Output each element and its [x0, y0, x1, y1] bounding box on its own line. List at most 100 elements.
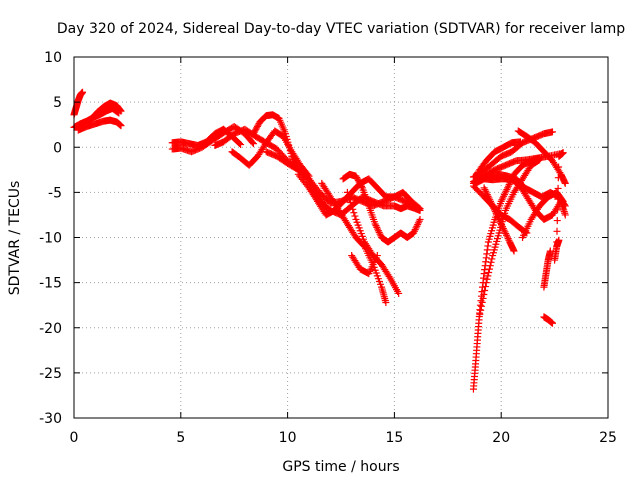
data-point	[495, 216, 503, 224]
data-point	[554, 195, 562, 203]
data-point	[412, 224, 420, 232]
data-point	[483, 275, 491, 283]
data-point	[415, 204, 423, 212]
series-arc-30	[553, 149, 567, 246]
data-point	[351, 212, 359, 220]
x-tick-label: 20	[492, 430, 510, 446]
data-point	[344, 192, 352, 200]
series-arc-26	[514, 127, 569, 187]
data-point	[414, 219, 422, 227]
data-point	[410, 227, 418, 235]
data-point	[414, 221, 422, 229]
data-point	[349, 205, 357, 213]
data-point	[482, 187, 490, 195]
series-arc-24	[472, 175, 569, 223]
data-point	[484, 272, 492, 280]
data-point	[548, 128, 556, 136]
x-tick-labels: 0 5 10 15 20 25	[70, 430, 617, 446]
data-point	[499, 224, 507, 232]
data-point	[253, 122, 261, 130]
data-point	[493, 211, 501, 219]
data-point	[483, 191, 491, 199]
y-tick-label: -5	[48, 185, 62, 201]
data-point	[510, 247, 518, 255]
data-point	[504, 184, 512, 192]
series-arc-29	[540, 313, 556, 327]
data-point	[346, 195, 354, 203]
data-point	[343, 188, 351, 196]
data-point	[372, 222, 380, 230]
data-point	[494, 213, 502, 221]
data-point	[79, 88, 87, 96]
series-arc-25	[480, 184, 518, 255]
data-point	[499, 223, 507, 231]
x-tick-label: 25	[599, 430, 617, 446]
data-point	[502, 230, 510, 238]
data-point	[482, 279, 490, 287]
data-point	[487, 197, 495, 205]
data-point	[555, 236, 563, 244]
series-arc-4	[87, 99, 125, 123]
data-point	[501, 189, 509, 197]
data-point	[548, 319, 556, 327]
data-point	[249, 140, 257, 148]
data-point	[347, 199, 355, 207]
data-point	[484, 192, 492, 200]
data-point	[553, 217, 561, 225]
data-point	[554, 206, 562, 214]
data-point	[415, 217, 423, 225]
y-tick-label: -10	[39, 231, 62, 247]
data-point	[374, 225, 382, 233]
y-tick-labels: -30 -25 -20 -15 -10 -5 0 5 10	[39, 50, 62, 427]
data-point	[410, 229, 418, 237]
data-point	[373, 223, 381, 231]
data-point	[413, 222, 421, 230]
data-point	[559, 149, 567, 157]
data-point	[481, 283, 489, 291]
data-point	[488, 201, 496, 209]
data-point	[558, 196, 566, 204]
data-point	[480, 184, 488, 192]
data-point	[479, 294, 487, 302]
data-point	[503, 233, 511, 241]
chart-title: Day 320 of 2024, Sidereal Day-to-day VTE…	[57, 21, 625, 37]
data-point	[501, 228, 509, 236]
axis-ticks	[73, 56, 609, 419]
data-point	[485, 194, 493, 202]
data-point	[374, 227, 382, 235]
data-point	[490, 204, 498, 212]
data-point	[487, 258, 495, 266]
grid	[74, 57, 608, 418]
series-arc-31	[551, 236, 563, 264]
data-point	[504, 182, 512, 190]
data-point	[495, 214, 503, 222]
data-point	[492, 209, 500, 217]
x-tick-label: 0	[70, 430, 79, 446]
series-arc-6	[168, 122, 257, 156]
data-marks	[70, 88, 569, 393]
data-point	[416, 205, 424, 213]
data-point	[486, 262, 494, 270]
data-point	[375, 228, 383, 236]
data-point	[480, 290, 488, 298]
data-point	[491, 206, 499, 214]
x-tick-label: 15	[385, 430, 403, 446]
data-point	[350, 209, 358, 217]
data-point	[485, 265, 493, 273]
data-point	[486, 196, 494, 204]
y-tick-label: 0	[53, 140, 62, 156]
data-point	[498, 221, 506, 229]
data-point	[289, 154, 297, 162]
data-point	[237, 141, 245, 149]
data-point	[497, 197, 505, 205]
data-point	[516, 138, 524, 146]
series-arc-13	[339, 170, 424, 246]
data-point	[117, 107, 125, 115]
y-tick-label: 10	[44, 50, 62, 66]
data-point	[500, 226, 508, 234]
data-point	[483, 189, 491, 197]
y-tick-label: -20	[39, 321, 62, 337]
data-point	[497, 219, 505, 227]
series-arc-21	[474, 138, 524, 177]
